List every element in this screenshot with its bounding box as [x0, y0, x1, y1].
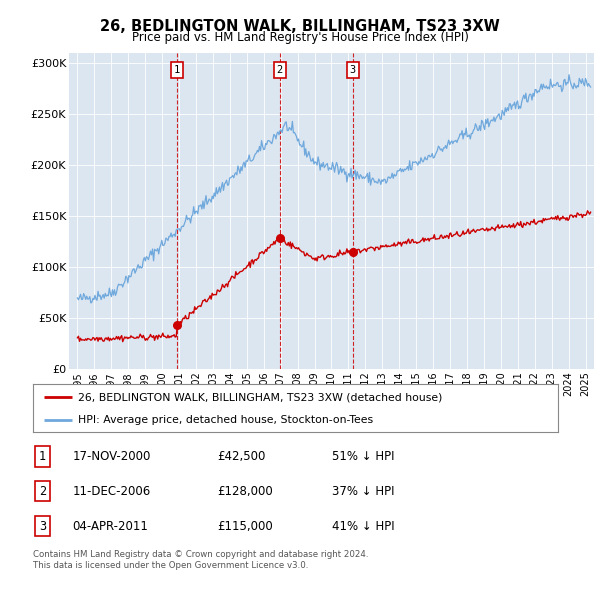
Text: 3: 3 — [350, 65, 356, 76]
Text: £115,000: £115,000 — [217, 520, 272, 533]
Text: 1: 1 — [174, 65, 180, 76]
Text: HPI: Average price, detached house, Stockton-on-Tees: HPI: Average price, detached house, Stoc… — [77, 415, 373, 425]
Point — [172, 321, 182, 330]
Text: 26, BEDLINGTON WALK, BILLINGHAM, TS23 3XW: 26, BEDLINGTON WALK, BILLINGHAM, TS23 3X… — [100, 19, 500, 34]
Text: 26, BEDLINGTON WALK, BILLINGHAM, TS23 3XW (detached house): 26, BEDLINGTON WALK, BILLINGHAM, TS23 3X… — [77, 392, 442, 402]
Text: 37% ↓ HPI: 37% ↓ HPI — [332, 484, 395, 498]
Text: 04-APR-2011: 04-APR-2011 — [73, 520, 148, 533]
Text: 2: 2 — [39, 484, 46, 498]
Point — [348, 247, 358, 257]
Text: Contains HM Land Registry data © Crown copyright and database right 2024.: Contains HM Land Registry data © Crown c… — [33, 550, 368, 559]
Text: 17-NOV-2000: 17-NOV-2000 — [73, 450, 151, 463]
Text: £42,500: £42,500 — [217, 450, 265, 463]
Text: 3: 3 — [39, 520, 46, 533]
Point — [275, 234, 284, 243]
Text: £128,000: £128,000 — [217, 484, 272, 498]
Text: 41% ↓ HPI: 41% ↓ HPI — [332, 520, 395, 533]
Text: 11-DEC-2006: 11-DEC-2006 — [73, 484, 151, 498]
Text: This data is licensed under the Open Government Licence v3.0.: This data is licensed under the Open Gov… — [33, 560, 308, 569]
Text: 2: 2 — [277, 65, 283, 76]
Text: 1: 1 — [39, 450, 46, 463]
Text: Price paid vs. HM Land Registry's House Price Index (HPI): Price paid vs. HM Land Registry's House … — [131, 31, 469, 44]
Text: 51% ↓ HPI: 51% ↓ HPI — [332, 450, 395, 463]
